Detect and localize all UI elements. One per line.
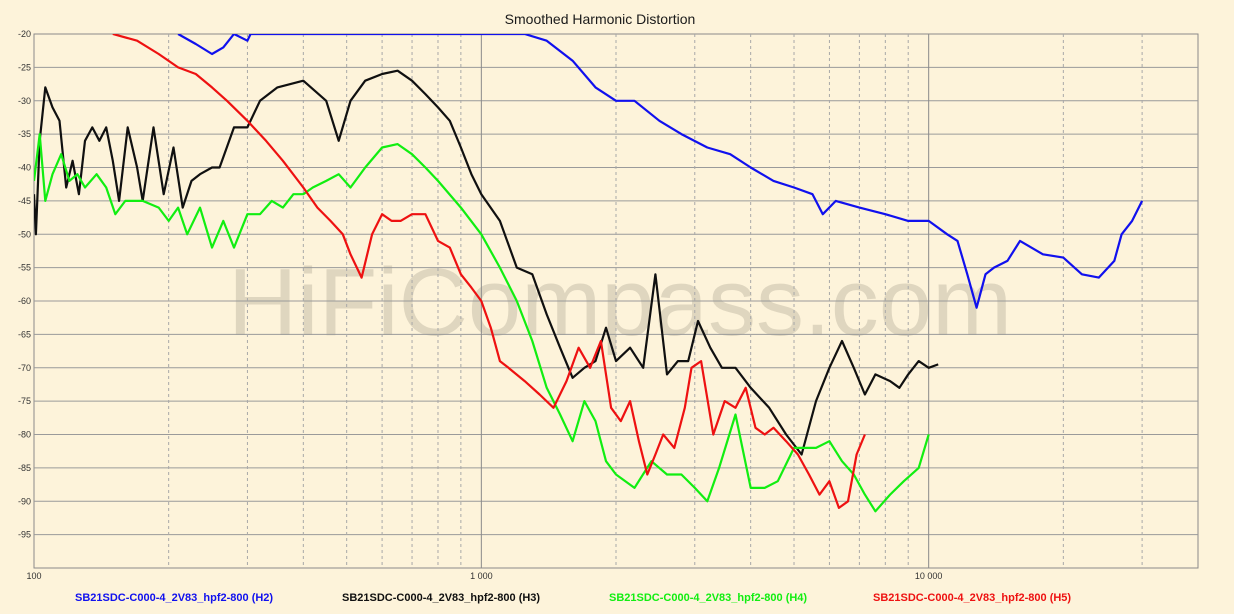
x-tick-label: 1 000 xyxy=(470,571,493,581)
y-tick-label: -85 xyxy=(18,463,31,473)
grid xyxy=(34,34,1198,568)
x-tick-label: 100 xyxy=(26,571,41,581)
legend-entry-2: SB21SDC-C000-4_2V83_hpf2-800 (H3) xyxy=(342,592,540,604)
series-line-1 xyxy=(177,34,1144,309)
y-tick-label: -70 xyxy=(18,363,31,373)
chart-title: Smoothed Harmonic Distortion xyxy=(505,11,696,27)
y-tick-label: -40 xyxy=(18,163,31,173)
series-line-2 xyxy=(34,69,939,456)
y-tick-label: -45 xyxy=(18,196,31,206)
y-tick-label: -80 xyxy=(18,430,31,440)
x-axis: 100 1 000 10 000 xyxy=(26,571,942,581)
legend: SB21SDC-C000-4_2V83_hpf2-800 (H2) SB21SDC… xyxy=(75,592,1071,604)
legend-entry-3: SB21SDC-C000-4_2V83_hpf2-800 (H4) xyxy=(609,592,807,604)
y-axis: -20 -25 -30 -35 -40 -45 -50 -55 -60 -65 -70 -75 -80 -… xyxy=(18,29,31,540)
y-tick-label: -95 xyxy=(18,530,31,540)
y-tick-label: -30 xyxy=(18,96,31,106)
y-tick-label: -55 xyxy=(18,263,31,273)
x-tick-label: 10 000 xyxy=(915,571,943,581)
y-tick-label: -20 xyxy=(18,29,31,39)
series-line-4 xyxy=(112,34,866,509)
y-tick-label: -25 xyxy=(18,62,31,72)
watermark: HiFiCompass.com xyxy=(228,249,1012,356)
y-tick-label: -75 xyxy=(18,396,31,406)
y-tick-label: -65 xyxy=(18,329,31,339)
series-lines xyxy=(34,34,1144,513)
series-line-3 xyxy=(34,133,930,513)
y-tick-label: -50 xyxy=(18,229,31,239)
legend-entry-1: SB21SDC-C000-4_2V83_hpf2-800 (H2) xyxy=(75,592,273,604)
y-tick-label: -60 xyxy=(18,296,31,306)
legend-entry-4: SB21SDC-C000-4_2V83_hpf2-800 (H5) xyxy=(873,592,1071,604)
y-tick-label: -90 xyxy=(18,496,31,506)
y-tick-label: -35 xyxy=(18,129,31,139)
